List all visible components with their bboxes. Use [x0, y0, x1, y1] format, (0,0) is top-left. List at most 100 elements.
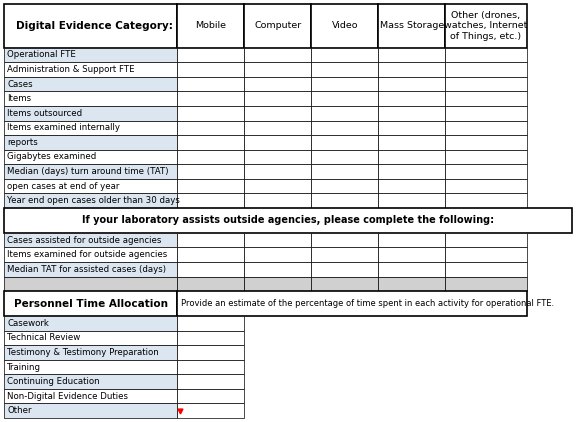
Bar	[244, 233, 311, 247]
Bar	[445, 77, 526, 92]
Bar	[4, 121, 177, 135]
Bar	[177, 262, 244, 276]
Text: Provide an estimate of the percentage of time spent in each activity for operati: Provide an estimate of the percentage of…	[181, 299, 554, 308]
Bar	[378, 106, 445, 121]
Bar	[311, 62, 378, 77]
Bar	[311, 247, 378, 262]
Bar	[244, 106, 311, 121]
Bar	[445, 262, 526, 276]
Text: Non-Digital Evidence Duties: Non-Digital Evidence Duties	[7, 392, 128, 400]
Bar	[445, 276, 526, 291]
Text: Technical Review: Technical Review	[7, 333, 80, 342]
Bar	[378, 233, 445, 247]
Bar	[177, 330, 244, 345]
Text: Cases assisted for outside agencies: Cases assisted for outside agencies	[7, 235, 161, 245]
Text: Digital Evidence Category:: Digital Evidence Category:	[16, 21, 173, 31]
Text: Items: Items	[7, 94, 31, 103]
Bar	[4, 62, 177, 77]
Bar	[311, 164, 378, 179]
Bar	[4, 164, 177, 179]
Bar	[244, 77, 311, 92]
Bar	[311, 262, 378, 276]
Bar	[177, 106, 244, 121]
Bar	[4, 150, 177, 164]
Bar	[177, 276, 244, 291]
Bar	[244, 150, 311, 164]
Bar	[244, 4, 311, 48]
Bar	[177, 247, 244, 262]
Text: Items examined internally: Items examined internally	[7, 123, 120, 132]
Bar	[445, 62, 526, 77]
Bar	[378, 150, 445, 164]
Text: Items outsourced: Items outsourced	[7, 109, 82, 118]
Bar	[244, 276, 311, 291]
Bar	[311, 48, 378, 62]
Bar	[378, 77, 445, 92]
Text: Mass Storage: Mass Storage	[380, 22, 444, 30]
Bar	[378, 193, 445, 208]
Bar	[445, 164, 526, 179]
Bar	[244, 262, 311, 276]
Bar	[445, 121, 526, 135]
Bar	[4, 77, 177, 92]
Text: reports: reports	[7, 138, 38, 147]
Bar	[378, 164, 445, 179]
Bar	[4, 4, 177, 48]
Bar	[177, 316, 244, 330]
Bar	[177, 374, 244, 389]
Bar	[311, 4, 378, 48]
Bar	[4, 92, 177, 106]
Bar	[177, 389, 244, 403]
Bar	[4, 193, 177, 208]
Bar	[445, 233, 526, 247]
Bar	[4, 48, 177, 62]
Bar	[311, 77, 378, 92]
Text: Items examined for outside agencies: Items examined for outside agencies	[7, 250, 167, 259]
Text: Year end open cases older than 30 days: Year end open cases older than 30 days	[7, 196, 180, 205]
Bar	[4, 345, 177, 360]
Bar	[4, 374, 177, 389]
Bar	[378, 276, 445, 291]
Bar	[311, 135, 378, 150]
Bar	[445, 106, 526, 121]
Text: Mobile: Mobile	[195, 22, 226, 30]
Bar	[4, 135, 177, 150]
Bar	[378, 92, 445, 106]
Bar	[177, 233, 244, 247]
Text: Video: Video	[332, 22, 358, 30]
Bar	[311, 121, 378, 135]
Text: Other: Other	[7, 406, 32, 415]
Bar	[378, 62, 445, 77]
Text: Median (days) turn around time (TAT): Median (days) turn around time (TAT)	[7, 167, 169, 176]
Bar	[244, 179, 311, 193]
Bar	[244, 247, 311, 262]
Bar	[177, 121, 244, 135]
Bar	[4, 262, 177, 276]
Bar	[445, 179, 526, 193]
Bar	[177, 150, 244, 164]
Bar	[177, 179, 244, 193]
Text: open cases at end of year: open cases at end of year	[7, 181, 119, 191]
Bar	[311, 106, 378, 121]
Text: Personnel Time Allocation: Personnel Time Allocation	[14, 299, 168, 308]
Bar	[244, 62, 311, 77]
Bar	[177, 291, 526, 316]
Bar	[445, 150, 526, 164]
Bar	[378, 4, 445, 48]
Text: Operational FTE: Operational FTE	[7, 51, 76, 60]
Bar	[177, 135, 244, 150]
Bar	[177, 4, 244, 48]
Text: Training: Training	[7, 362, 41, 371]
Text: Cases: Cases	[7, 80, 33, 89]
Text: Median TAT for assisted cases (days): Median TAT for assisted cases (days)	[7, 265, 166, 274]
Bar	[4, 276, 177, 291]
Bar	[311, 179, 378, 193]
Bar	[378, 121, 445, 135]
Bar	[177, 193, 244, 208]
Bar	[177, 77, 244, 92]
Text: Casework: Casework	[7, 319, 49, 328]
Bar	[4, 208, 572, 233]
Bar	[311, 92, 378, 106]
Bar	[4, 403, 177, 418]
Bar	[445, 48, 526, 62]
